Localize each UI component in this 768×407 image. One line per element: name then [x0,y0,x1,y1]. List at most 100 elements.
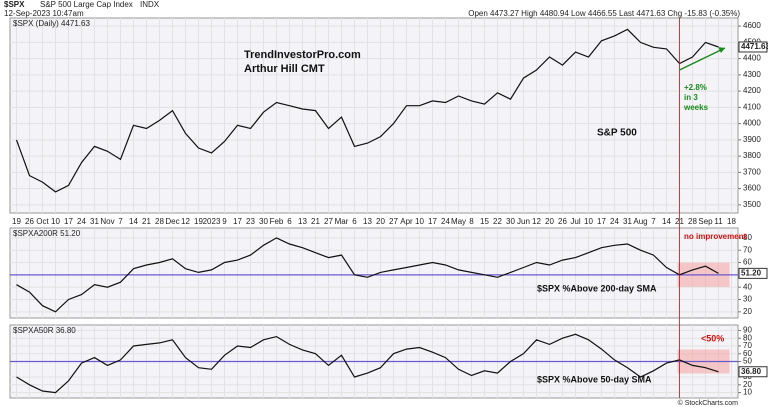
x-tick-label: 17 [233,217,242,226]
x-tick-label: 27 [324,217,333,226]
x-tick-label: 19 [194,217,203,226]
x-tick-label: Nov [100,217,114,226]
exchange: INDX [140,0,160,9]
x-tick-label: Apr [400,217,413,226]
x-tick-label: 23 [246,217,255,226]
last-value-box [738,267,768,279]
annotation: weeks [683,103,709,112]
index-name: S&P 500 Large Cap Index [40,0,133,9]
x-tick-label: 30 [259,217,268,226]
x-tick-label: 20 [376,217,385,226]
x-tick-label: 19 [12,217,21,226]
x-tick-label: 14 [662,217,671,226]
x-tick-label: 21 [311,217,320,226]
x-tick-label: 24 [77,217,86,226]
y-tick-label: 3600 [743,184,761,193]
x-tick-label: 9 [222,217,227,226]
y-tick-label: 50 [743,357,752,366]
y-tick-label: 40 [743,282,752,291]
annotation: +2.8% [684,83,707,92]
y-tick-label: 70 [743,245,752,254]
x-tick-label: 7 [651,217,656,226]
x-tick-label: 26 [558,217,567,226]
panel-label: $SPX (Daily) 4471.63 [13,19,90,28]
x-tick-label: 28 [155,217,164,226]
annotation: $SPX %Above 200-day SMA [537,283,657,293]
x-tick-label: Sep [698,217,713,226]
y-tick-label: 60 [743,258,752,267]
datetime: 12-Sep-2023 10:47am [4,9,84,18]
x-tick-label: 22 [493,217,502,226]
x-tick-label: 21 [142,217,151,226]
y-tick-label: 3800 [743,151,761,160]
x-tick-label: 30 [506,217,515,226]
y-tick-label: 4400 [743,54,761,63]
x-tick-label: 28 [688,217,697,226]
watermark: © StockCharts.com [678,399,739,407]
x-tick-label: 20 [545,217,554,226]
x-tick-label: Jul [570,217,580,226]
x-tick-label: 17 [428,217,437,226]
x-tick-label: 10 [584,217,593,226]
x-tick-label: 13 [298,217,307,226]
x-tick-label: 14 [129,217,138,226]
x-tick-label: Aug [633,217,647,226]
annotation: S&P 500 [597,128,637,139]
data-line [15,28,719,193]
x-tick-label: 12 [532,217,541,226]
annotation: Arthur Hill CMT [244,63,325,75]
y-tick-label: 4600 [743,21,761,30]
x-tick-label: 2023 [203,217,221,226]
panel-label: $SPXA50R 36.80 [13,326,76,335]
x-tick-label: 17 [597,217,606,226]
last-value-box [738,41,768,53]
annotation: $SPX %Above 50-day SMA [537,374,652,384]
y-tick-label: 10 [743,388,752,397]
panel-label: $SPXA200R 51.20 [13,229,81,238]
y-tick-label: 4100 [743,102,761,111]
x-tick-label: 31 [623,217,632,226]
x-tick-label: May [451,217,466,226]
x-tick-label: 6 [287,217,292,226]
x-tick-label: 15 [480,217,489,226]
annotation: <50% [701,333,724,343]
y-tick-label: 80 [743,233,752,242]
x-tick-label: Mar [335,217,349,226]
data-line [16,333,719,394]
x-tick-label: 26 [25,217,34,226]
y-tick-label: 90 [743,326,752,335]
y-tick-label: 4300 [743,70,761,79]
x-tick-label: 24 [610,217,619,226]
y-tick-label: 30 [743,295,752,304]
x-tick-label: 8 [469,217,474,226]
trend-arrow [679,47,726,71]
x-tick-label: 13 [363,217,372,226]
x-tick-label: 17 [64,217,73,226]
y-tick-label: 4200 [743,86,761,95]
x-tick-label: 7 [118,217,123,226]
y-tick-label: 4000 [743,119,761,128]
y-tick-label: 3900 [743,135,761,144]
x-tick-label: 27 [389,217,398,226]
x-tick-label: 31 [90,217,99,226]
annotation: TrendInvestorPro.com [244,49,361,61]
data-line [16,237,719,313]
panel-frame [9,17,739,214]
y-tick-label: 3700 [743,167,761,176]
x-tick-label: 11 [714,217,723,226]
y-tick-label: 20 [743,380,752,389]
y-tick-label: 3500 [743,200,761,209]
x-tick-label: 18 [727,217,736,226]
symbol: $SPX [4,0,25,9]
x-tick-label: Oct [36,217,49,226]
y-tick-label: 60 [743,349,752,358]
annotation: in 3 [684,93,698,102]
last-value-label: 4471.63 [741,42,768,51]
x-tick-label: Feb [270,217,284,226]
annotation: no improvement [684,232,747,241]
x-tick-label: Jun [517,217,530,226]
x-tick-label: 6 [352,217,357,226]
last-value-label: 51.20 [741,268,762,277]
x-tick-label: Dec [165,217,179,226]
